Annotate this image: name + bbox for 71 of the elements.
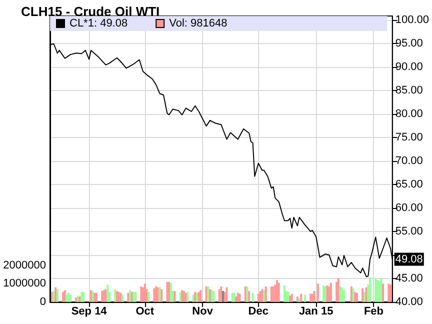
bar <box>290 294 293 302</box>
bar <box>134 292 137 302</box>
bar <box>101 291 104 302</box>
bar <box>388 284 390 302</box>
bar <box>140 286 142 302</box>
bar <box>220 286 222 302</box>
bar <box>142 287 144 302</box>
bar <box>356 292 358 302</box>
bar <box>252 292 254 302</box>
bar <box>316 284 319 302</box>
bar <box>304 294 306 302</box>
bar <box>226 287 228 302</box>
bar <box>380 278 382 302</box>
y-tick-label: 60.00 <box>395 202 423 214</box>
bar <box>313 291 316 302</box>
y2-tick-label: 0 <box>40 296 46 308</box>
x-tick-label: Jan 15 <box>298 306 334 318</box>
legend-label: CL*1: 49.08 <box>70 18 128 30</box>
bar <box>328 286 330 302</box>
bar <box>374 279 377 302</box>
bar <box>96 292 98 302</box>
y-tick-label: 95.00 <box>395 37 423 50</box>
bar <box>278 282 280 302</box>
y-tick-label: 40.00 <box>395 296 423 308</box>
y-tick-label: 80.00 <box>395 108 423 120</box>
bar <box>127 292 130 302</box>
y-tick-label: 85.00 <box>395 84 423 96</box>
bar <box>300 294 302 302</box>
bar <box>238 294 241 302</box>
bar <box>69 294 72 302</box>
bar <box>155 286 158 302</box>
bar <box>342 290 345 302</box>
bar <box>289 296 292 302</box>
y-tick-label: 100.00 <box>395 14 430 26</box>
bar <box>362 288 364 302</box>
bar <box>283 286 286 302</box>
x-tick-label: Oct <box>136 306 154 318</box>
bar <box>330 282 332 302</box>
bar <box>389 284 392 302</box>
y2-tick-label: 2000000 <box>3 259 46 272</box>
x-tick-label: Feb <box>364 306 384 318</box>
y-tick-label: 45.00 <box>395 272 423 284</box>
y2-tick-label: 1000000 <box>3 278 46 290</box>
bar <box>382 284 384 302</box>
x-tick-label: Sep 14 <box>71 306 108 318</box>
y-tick-label: 90.00 <box>395 60 423 73</box>
bar <box>153 288 156 302</box>
annotation: 49.08 <box>395 253 423 266</box>
bar <box>337 278 340 302</box>
bar <box>148 292 150 302</box>
bar <box>144 284 146 302</box>
y-tick-label: 55.00 <box>395 225 423 238</box>
bar <box>369 277 372 302</box>
bar <box>264 286 267 302</box>
bar <box>66 294 68 302</box>
bar <box>336 282 338 302</box>
bar <box>235 296 238 302</box>
y-tick-label: 75.00 <box>395 131 423 144</box>
legend-label: Vol: 981648 <box>169 18 228 30</box>
bar <box>166 282 168 302</box>
bar <box>248 291 250 302</box>
bar <box>276 280 278 302</box>
x-tick-label: Dec <box>248 306 268 318</box>
x-tick-label: Nov <box>192 306 214 318</box>
bar <box>82 292 84 302</box>
y-tick-label: 70.00 <box>395 154 423 167</box>
bar <box>236 292 239 302</box>
bar <box>106 284 109 302</box>
bar <box>80 292 83 302</box>
y-tick-label: 65.00 <box>395 178 423 190</box>
bar <box>68 292 70 302</box>
